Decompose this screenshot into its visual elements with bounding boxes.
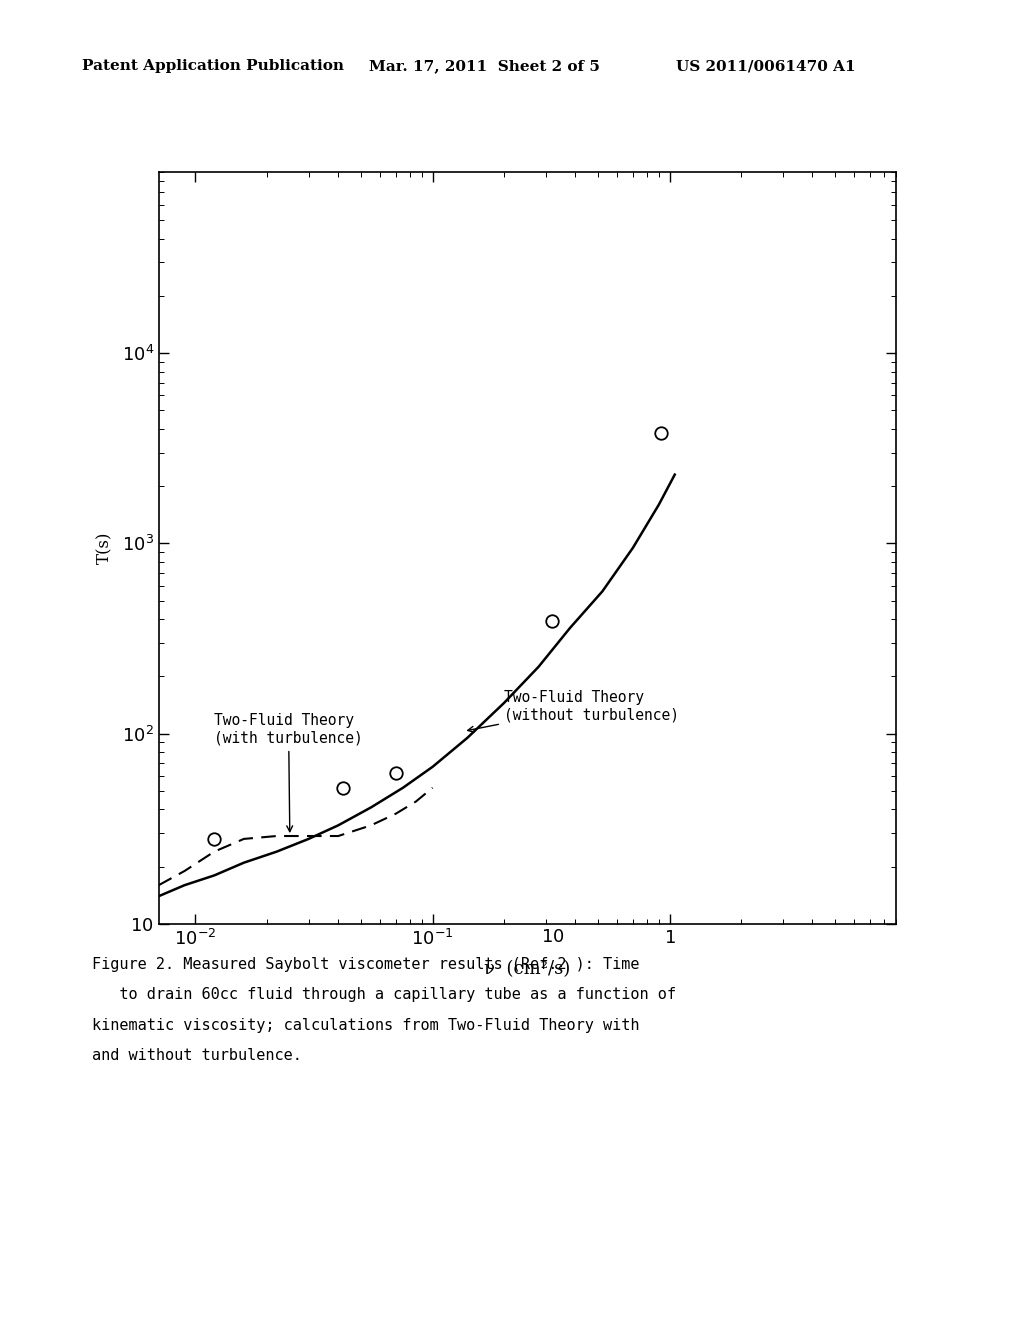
Text: to drain 60cc fluid through a capillary tube as a function of: to drain 60cc fluid through a capillary …: [92, 987, 676, 1002]
Text: Mar. 17, 2011  Sheet 2 of 5: Mar. 17, 2011 Sheet 2 of 5: [369, 59, 599, 74]
Text: US 2011/0061470 A1: US 2011/0061470 A1: [676, 59, 855, 74]
Text: Figure 2. Measured Saybolt viscometer results (Ref.2 ): Time: Figure 2. Measured Saybolt viscometer re…: [92, 957, 640, 972]
Text: Two-Fluid Theory
(without turbulence): Two-Fluid Theory (without turbulence): [468, 690, 679, 733]
Y-axis label: T(s): T(s): [96, 532, 114, 564]
Text: kinematic viscosity; calculations from Two-Fluid Theory with: kinematic viscosity; calculations from T…: [92, 1018, 640, 1032]
Text: Two-Fluid Theory
(with turbulence): Two-Fluid Theory (with turbulence): [214, 714, 362, 832]
Text: and without turbulence.: and without turbulence.: [92, 1048, 302, 1063]
Text: Patent Application Publication: Patent Application Publication: [82, 59, 344, 74]
Text: $10$: $10$: [541, 928, 564, 946]
X-axis label: ν  (cm²/s): ν (cm²/s): [484, 960, 570, 978]
